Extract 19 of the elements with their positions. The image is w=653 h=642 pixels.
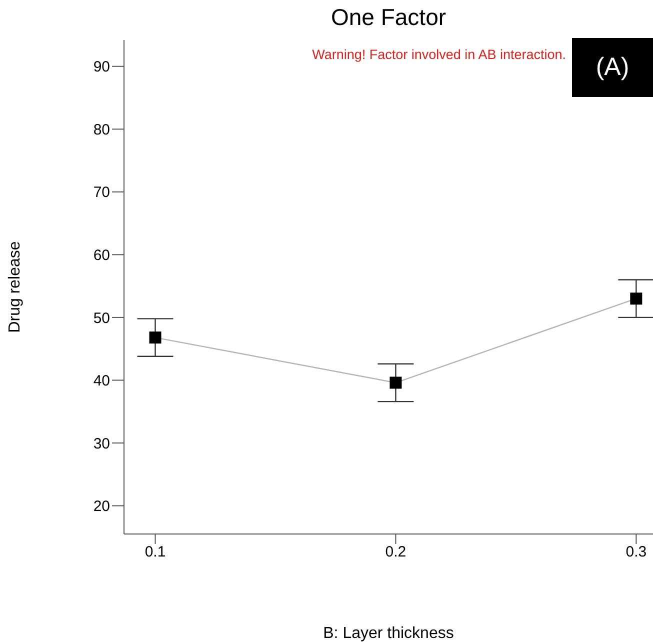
point — [630, 292, 642, 305]
y-tick-label: 70 — [93, 184, 110, 202]
point — [390, 376, 402, 389]
y-tick-label: 20 — [93, 498, 110, 516]
x-tick-label: 0.3 — [626, 544, 647, 561]
annotation: Warning! Factor involved in AB interaction. — [311, 47, 566, 62]
y-tick-label: 30 — [93, 435, 110, 452]
point — [149, 332, 162, 344]
x-tick-label: 0.1 — [144, 544, 166, 561]
y-tick-label: 40 — [93, 372, 110, 390]
x-tick-label: 0.2 — [385, 544, 406, 561]
y-tick-label: 50 — [93, 310, 110, 327]
x-axis-title: B: Layer thickness — [323, 625, 454, 642]
chart-title: One Factor — [330, 4, 448, 31]
y-tick-label: 90 — [93, 58, 110, 76]
y-axis-title: Drug release — [6, 241, 24, 333]
y-tick-label: 80 — [93, 121, 110, 138]
y-tick-label: 60 — [93, 247, 110, 264]
label-box: (A) — [572, 38, 653, 97]
